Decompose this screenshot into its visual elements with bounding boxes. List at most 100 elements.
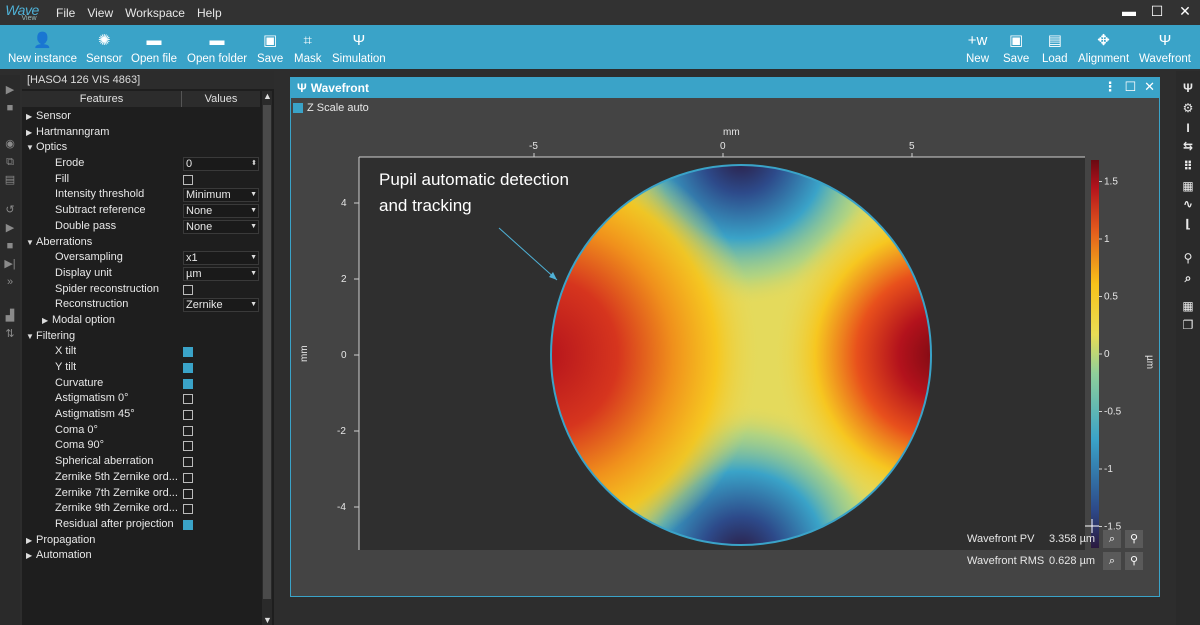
chevron-right-icon[interactable]: ▶	[26, 551, 33, 561]
chevron-down-icon[interactable]: ▼	[26, 331, 34, 341]
feature-row[interactable]: Subtract reference None ▼	[22, 203, 260, 219]
chevron-down-icon[interactable]: ▼	[250, 191, 257, 199]
feature-row[interactable]: Erode 0 ⬍	[22, 156, 260, 172]
play-icon[interactable]: ▶	[5, 84, 15, 96]
adjust-icon[interactable]: ⇅	[5, 328, 15, 340]
feature-checkbox[interactable]	[183, 394, 193, 405]
search-icon[interactable]: ⌕	[1103, 552, 1121, 570]
signal-icon[interactable]: ∿	[1182, 197, 1194, 211]
open-folder-button[interactable]: ▬ Open folder	[187, 32, 248, 66]
scroll-thumb[interactable]	[263, 105, 271, 599]
feature-row[interactable]: Spherical aberration	[22, 454, 260, 470]
multi-camera-icon[interactable]: ⧉	[6, 156, 14, 168]
feature-row[interactable]: ▼ Aberrations	[22, 235, 260, 251]
grid-dots-icon[interactable]: ⠿	[1183, 159, 1193, 173]
feature-row[interactable]: Y tilt	[22, 360, 260, 376]
feature-row[interactable]: Double pass None ▼	[22, 219, 260, 235]
feature-row[interactable]: Coma 90°	[22, 438, 260, 454]
feature-row[interactable]: ▼ Filtering	[22, 329, 260, 345]
wavefront-title-bar[interactable]: Ψ Wavefront ⋮ ☐ ✕	[291, 78, 1159, 98]
chevron-down-icon[interactable]: ▼	[250, 254, 257, 262]
stop-icon[interactable]: ■	[6, 102, 14, 114]
save-button[interactable]: ▣ Save	[257, 32, 284, 66]
feature-row[interactable]: Astigmatism 45°	[22, 407, 260, 423]
wavefront-map[interactable]	[541, 155, 941, 555]
more-options-icon[interactable]: ⋮	[1103, 79, 1117, 94]
spin-arrows-icon[interactable]: ⬍	[251, 160, 257, 168]
feature-row[interactable]: Zernike 5th Zernike ord...	[22, 470, 260, 486]
feature-checkbox[interactable]	[183, 363, 193, 373]
feature-row[interactable]: X tilt	[22, 344, 260, 360]
maximize-icon[interactable]: ☐	[1124, 79, 1137, 94]
film-icon[interactable]: ▤	[4, 174, 16, 186]
feature-row[interactable]: Intensity threshold Minimum ▼	[22, 187, 260, 203]
features-scrollbar[interactable]: ▲ ▼	[262, 91, 272, 625]
chevron-down-icon[interactable]: ▼	[250, 301, 257, 309]
z-scale-check[interactable]	[293, 103, 303, 113]
feature-checkbox[interactable]	[183, 174, 193, 185]
reset-icon[interactable]: ↺	[5, 204, 15, 216]
alignment-button[interactable]: ✥ Alignment	[1078, 32, 1130, 66]
layers-icon[interactable]: ❐	[1182, 318, 1194, 332]
new-instance-button[interactable]: 👤 New instance	[8, 32, 78, 66]
feature-checkbox[interactable]	[183, 347, 193, 358]
feature-checkbox[interactable]	[183, 457, 193, 468]
feature-row[interactable]: ▼ Optics	[22, 140, 260, 156]
feature-row[interactable]: ▶ Modal option	[22, 313, 260, 329]
erode-spinbox[interactable]: 0 ⬍	[183, 157, 259, 172]
search-icon[interactable]: ⌕	[1184, 271, 1192, 285]
feature-row[interactable]: Astigmatism 0°	[22, 391, 260, 407]
feature-checkbox[interactable]	[183, 488, 193, 499]
feature-checkbox[interactable]	[183, 519, 193, 530]
save-wavefront-button[interactable]: ▣ Save	[1003, 32, 1030, 66]
feature-row[interactable]: Display unit µm ▼	[22, 266, 260, 282]
scroll-down-icon[interactable]: ▼	[263, 615, 272, 625]
menu-file[interactable]: File	[56, 5, 76, 20]
scroll-up-icon[interactable]: ▲	[263, 91, 272, 101]
fast-forward-icon[interactable]: »	[6, 276, 14, 288]
zoom-settings-icon[interactable]: ⚲	[1125, 530, 1143, 548]
tiles-icon[interactable]: ▦	[1182, 299, 1194, 313]
chevron-right-icon[interactable]: ▶	[26, 127, 33, 137]
zoom-settings-icon[interactable]: ⚲	[1183, 251, 1193, 265]
psi-icon[interactable]: Ψ	[1183, 81, 1193, 95]
play-icon[interactable]: ▶	[5, 222, 15, 234]
sensor-button[interactable]: ✺ Sensor	[86, 32, 123, 66]
chevron-down-icon[interactable]: ▼	[250, 207, 257, 215]
values-column-header[interactable]: Values	[182, 91, 260, 107]
feature-row[interactable]: ▶ Propagation	[22, 533, 260, 549]
features-column-header[interactable]: Features	[22, 91, 182, 107]
feature-row[interactable]: Oversampling x1 ▼	[22, 250, 260, 266]
feature-row[interactable]: Reconstruction Zernike ▼	[22, 297, 260, 313]
minimize-icon[interactable]: ▬	[1122, 3, 1136, 19]
close-icon[interactable]: ✕	[1179, 3, 1191, 19]
feature-row[interactable]: ▶ Sensor	[22, 109, 260, 125]
feature-checkbox[interactable]	[183, 410, 193, 421]
cursor-text-icon[interactable]: I	[1186, 121, 1190, 135]
close-icon[interactable]: ✕	[1144, 79, 1155, 94]
chevron-down-icon[interactable]: ▼	[26, 237, 34, 247]
value-combo[interactable]: µm ▼	[183, 266, 259, 281]
feature-row[interactable]: Residual after projection	[22, 517, 260, 533]
arrows-icon[interactable]: ⇆	[1182, 139, 1194, 153]
mask-button[interactable]: ⌗ Mask	[294, 32, 322, 66]
chart-icon[interactable]: ▟	[5, 310, 15, 322]
zoom-settings-icon[interactable]: ⚲	[1125, 552, 1143, 570]
feature-row[interactable]: ▶ Hartmanngram	[22, 125, 260, 141]
gear-icon[interactable]: ⚙	[1182, 101, 1194, 115]
menu-help[interactable]: Help	[196, 5, 222, 20]
menu-view[interactable]: View	[87, 5, 114, 20]
curve-icon[interactable]: ⌊	[1185, 217, 1191, 231]
value-combo[interactable]: Zernike ▼	[183, 298, 259, 313]
feature-row[interactable]: Curvature	[22, 376, 260, 392]
chevron-down-icon[interactable]: ▼	[26, 143, 34, 153]
feature-checkbox[interactable]	[183, 425, 193, 436]
maximize-icon[interactable]: ☐	[1150, 3, 1164, 19]
value-combo[interactable]: x1 ▼	[183, 251, 259, 266]
value-combo[interactable]: None ▼	[183, 204, 259, 219]
wavefront-button[interactable]: Ψ Wavefront	[1139, 32, 1191, 66]
feature-checkbox[interactable]	[183, 472, 193, 483]
simulation-button[interactable]: Ψ Simulation	[332, 32, 386, 66]
menu-workspace[interactable]: Workspace	[125, 5, 185, 20]
feature-checkbox[interactable]	[183, 378, 193, 389]
